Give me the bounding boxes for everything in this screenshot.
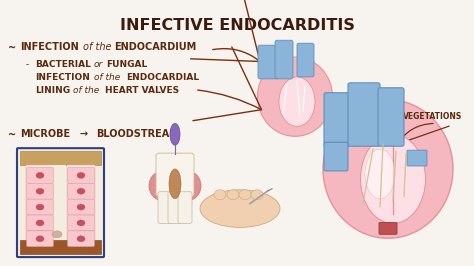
FancyBboxPatch shape [168,192,182,223]
FancyBboxPatch shape [67,215,94,231]
Text: ~: ~ [8,42,16,52]
FancyBboxPatch shape [158,192,172,223]
FancyBboxPatch shape [407,150,427,166]
Ellipse shape [77,236,85,242]
Ellipse shape [323,100,453,238]
FancyBboxPatch shape [297,43,314,77]
Text: →: → [80,129,88,139]
Text: of the: of the [83,42,111,52]
Text: BLOODSTREAM: BLOODSTREAM [96,129,179,139]
Text: HEART VALVES: HEART VALVES [105,86,179,95]
FancyBboxPatch shape [348,83,380,146]
Ellipse shape [239,190,251,200]
Text: ENDOCARDIAL: ENDOCARDIAL [126,73,199,82]
FancyBboxPatch shape [67,168,94,183]
Text: LINING: LINING [35,86,70,95]
FancyBboxPatch shape [27,168,54,183]
Ellipse shape [149,171,177,201]
FancyBboxPatch shape [27,231,54,247]
Text: of the: of the [94,73,120,82]
Text: or: or [94,60,103,69]
Text: ENDOCARDIUM: ENDOCARDIUM [114,42,196,52]
FancyBboxPatch shape [178,192,192,223]
Ellipse shape [36,236,44,242]
Ellipse shape [251,190,263,200]
Ellipse shape [36,188,44,194]
Ellipse shape [77,172,85,178]
FancyBboxPatch shape [17,148,104,257]
Text: of the: of the [73,86,99,95]
Text: MICROBE: MICROBE [20,129,70,139]
FancyBboxPatch shape [67,231,94,247]
FancyBboxPatch shape [27,199,54,215]
FancyBboxPatch shape [378,88,404,146]
FancyBboxPatch shape [27,215,54,231]
Ellipse shape [170,123,180,145]
FancyBboxPatch shape [324,93,350,146]
FancyBboxPatch shape [67,199,94,215]
Ellipse shape [257,57,332,136]
Text: ~: ~ [8,129,16,139]
Text: INFECTION: INFECTION [20,42,79,52]
Text: VEGETATIONS: VEGETATIONS [403,112,462,121]
Ellipse shape [52,231,62,238]
Bar [20,151,101,165]
Bar [26,165,54,240]
FancyBboxPatch shape [27,183,54,199]
Ellipse shape [169,169,181,199]
Ellipse shape [77,188,85,194]
FancyBboxPatch shape [275,40,293,79]
Bar [67,165,95,240]
FancyBboxPatch shape [156,153,194,197]
Ellipse shape [365,149,395,199]
Ellipse shape [361,134,426,223]
Ellipse shape [77,204,85,210]
Bar [48,165,66,240]
Text: FUNGAL: FUNGAL [106,60,147,69]
Ellipse shape [36,172,44,178]
Ellipse shape [77,220,85,226]
Text: BACTERIAL: BACTERIAL [35,60,91,69]
Ellipse shape [36,204,44,210]
Ellipse shape [36,220,44,226]
Ellipse shape [227,190,239,200]
Text: INFECTION: INFECTION [35,73,90,82]
Ellipse shape [200,190,280,227]
Ellipse shape [214,190,226,200]
Ellipse shape [173,171,201,201]
Bar [20,240,101,254]
FancyBboxPatch shape [379,222,397,234]
FancyBboxPatch shape [258,45,278,79]
FancyBboxPatch shape [324,142,348,171]
Text: -: - [26,60,29,69]
Ellipse shape [279,77,315,126]
Text: INFECTIVE ENDOCARDITIS: INFECTIVE ENDOCARDITIS [119,18,355,34]
FancyBboxPatch shape [67,183,94,199]
